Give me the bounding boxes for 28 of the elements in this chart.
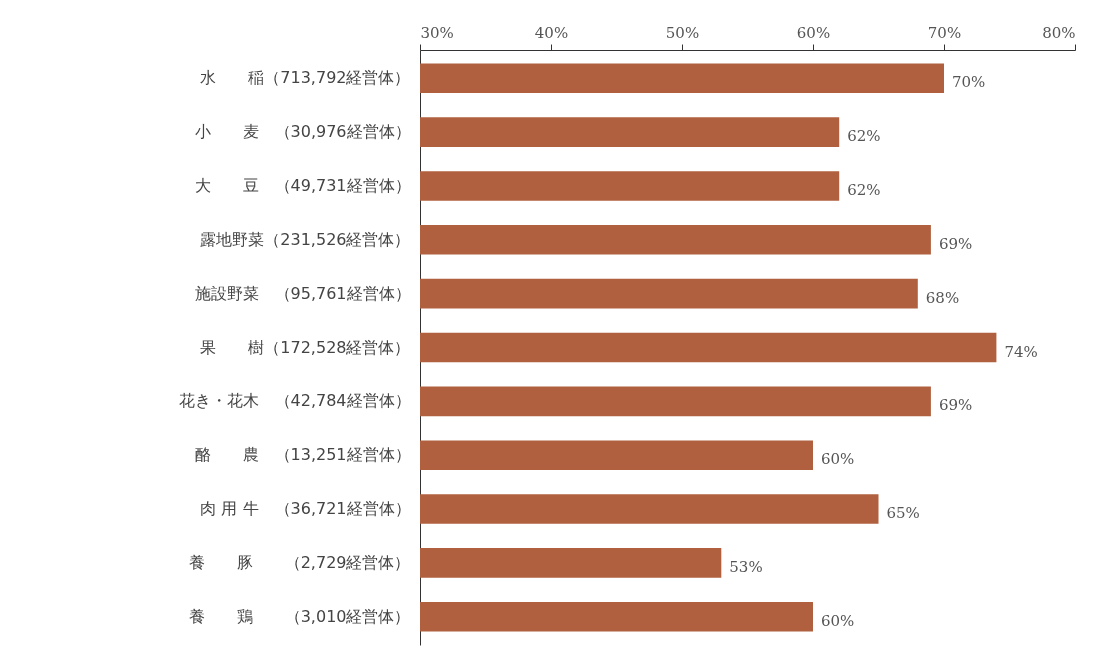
x-tick-label: 40% [534, 23, 569, 42]
data-label: 74% [1004, 342, 1038, 361]
data-label: 69% [938, 396, 973, 415]
y-tick-label: 肉 用 牛 （36,721経営体） [200, 499, 411, 519]
x-tick-label: 80% [1042, 23, 1076, 42]
data-label: 68% [925, 288, 960, 307]
x-tick-label: 50% [665, 23, 700, 42]
y-tick-label: 養 鶏 （3,010経営体） [188, 606, 411, 626]
y-tick-label: 果 樹（172,528経営体） [200, 337, 411, 357]
x-tick-label: 70% [927, 23, 962, 42]
data-label: 65% [886, 504, 920, 523]
x-tick-label: 30% [420, 23, 454, 42]
data-label: 53% [729, 557, 763, 576]
data-label: 62% [847, 127, 881, 146]
data-label: 62% [847, 180, 881, 199]
y-tick-label: 花き・花木 （42,784経営体） [178, 391, 411, 411]
y-tick-label: 小 麦 （30,976経営体） [194, 122, 411, 142]
y-tick-label: 水 稲（713,792経営体） [200, 68, 411, 88]
y-tick-label: 養 豚 （2,729経営体） [188, 552, 411, 572]
x-tick-label: 60% [796, 23, 831, 42]
y-tick-label: 露地野菜（231,526経営体） [200, 229, 411, 249]
y-tick-label: 施設野菜 （95,761経営体） [194, 283, 411, 303]
data-label: 60% [821, 450, 855, 469]
data-label: 60% [821, 611, 855, 630]
y-tick-label: 酪 農 （13,251経営体） [194, 445, 411, 465]
data-label: 69% [938, 234, 973, 253]
y-tick-label: 大 豆 （49,731経営体） [194, 175, 411, 195]
data-label: 70% [952, 73, 986, 92]
